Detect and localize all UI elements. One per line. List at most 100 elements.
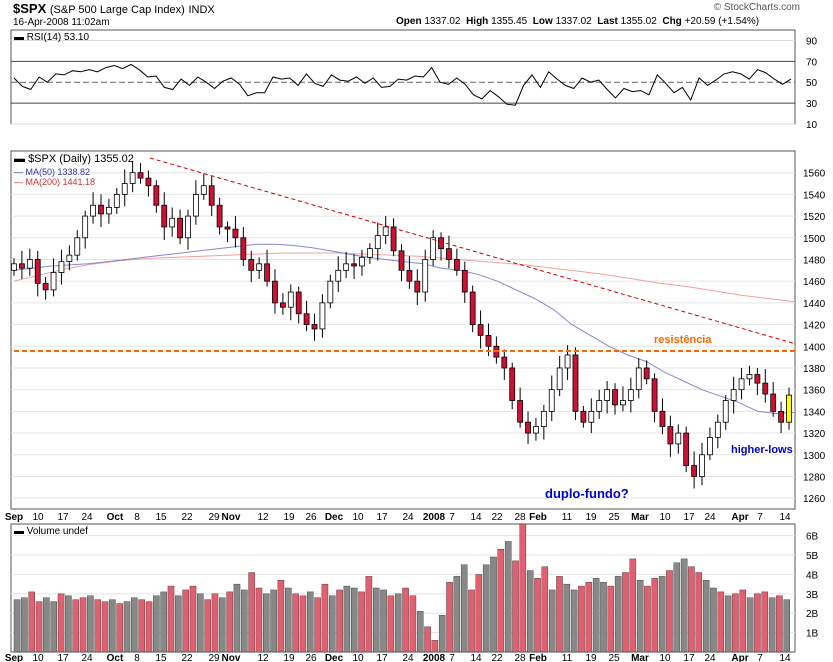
volume-bar [556, 576, 563, 653]
candle-body [707, 436, 713, 456]
x-axis-label: 19 [283, 512, 295, 523]
volume-bar [248, 572, 255, 653]
price-label-text: $SPX (Daily) 1355.02 [28, 153, 134, 165]
x-axis-label: 10 [659, 653, 671, 662]
volume-bar [299, 595, 307, 653]
rsi-tick-label: 30 [806, 99, 818, 110]
volume-bar [365, 576, 373, 653]
candle-body [446, 248, 452, 260]
volume-bar [131, 597, 138, 653]
volume-bar [116, 603, 123, 653]
candle-body [643, 367, 650, 380]
volume-bar [541, 566, 549, 653]
volume-bar [211, 593, 219, 653]
candle-body [232, 228, 239, 239]
volume-bar [336, 589, 343, 653]
volume-bar [431, 640, 439, 653]
rsi-tick-label: 70 [806, 57, 818, 68]
volume-bar [512, 560, 519, 653]
candle-body [667, 426, 674, 445]
x-axis-label: 25 [608, 653, 620, 662]
volume-bar [350, 587, 358, 653]
volume-bar [358, 591, 365, 653]
volume-bar [739, 589, 747, 653]
x-axis-label: Dec [325, 653, 344, 662]
price-tick-label: 1260 [803, 494, 826, 505]
volume-bar [35, 601, 43, 653]
volume-bar [87, 595, 94, 653]
x-axis-label: 26 [305, 512, 317, 523]
volume-bar [204, 599, 211, 653]
price-tick-label: 1400 [803, 342, 826, 353]
volume-bar [387, 595, 395, 653]
volume-bar [416, 611, 424, 653]
x-axis-label: 17 [683, 653, 695, 662]
volume-bar [57, 593, 65, 653]
candle-body [477, 324, 484, 336]
volume-bar [468, 589, 475, 653]
volume-bar [534, 578, 541, 653]
price-tick-label: 1360 [803, 386, 826, 397]
x-axis-label: 12 [257, 653, 269, 662]
rsi-tick-label: 50 [806, 78, 818, 89]
ma50-label-text: MA(50) 1338.82 [25, 167, 91, 177]
candle-body [414, 280, 421, 293]
candle-body [620, 400, 626, 406]
candle-body [153, 185, 160, 206]
candle-body [525, 421, 531, 434]
x-axis-label: 15 [155, 512, 167, 523]
higher-lows-annotation: higher-lows [731, 444, 793, 456]
x-axis-label: Mar [631, 653, 649, 662]
volume-bar [607, 585, 615, 653]
volume-bar [409, 595, 417, 653]
volume-bar [460, 564, 468, 653]
volume-bar [680, 558, 688, 653]
ma50-legend-icon: — [14, 167, 23, 177]
volume-bar [710, 587, 717, 653]
x-axis-label: Sep [5, 512, 23, 523]
x-axis-label: 15 [155, 653, 167, 662]
candle-body [635, 367, 642, 391]
candle-body [279, 302, 286, 308]
x-axis-label: 28 [514, 653, 526, 662]
volume-bar [314, 597, 321, 653]
x-axis-label: Nov [222, 512, 241, 523]
x-axis-label: Oct [107, 653, 124, 662]
volume-bar [695, 572, 703, 653]
candle-body [185, 215, 191, 239]
volume-bar [629, 558, 637, 653]
x-axis-label: 24 [704, 512, 716, 523]
volume-bar [175, 595, 182, 653]
volume-bar [21, 597, 28, 653]
exchange: INDX [188, 4, 215, 16]
x-axis-label: 25 [608, 512, 620, 523]
candle-body [161, 204, 168, 228]
candle-body [501, 356, 508, 369]
x-axis-label: 24 [81, 653, 93, 662]
x-axis-label: Apr [731, 512, 748, 523]
volume-bar [145, 601, 153, 653]
candle-body [240, 237, 247, 260]
volume-label: ▬ Volume undef [14, 526, 88, 537]
candle-body [485, 335, 492, 347]
x-axis-label: Feb [529, 512, 547, 523]
index-name: (S&P 500 Large Cap Index) [49, 4, 185, 16]
volume-bar [321, 583, 329, 653]
x-axis-label: 22 [491, 512, 503, 523]
candle-body [145, 177, 152, 187]
candle-body [604, 389, 611, 401]
candle-body [588, 410, 595, 423]
rsi-tick-label: 10 [806, 120, 818, 131]
volume-bar [519, 523, 527, 653]
candle-body [303, 313, 310, 325]
candle-body [722, 400, 729, 423]
volume-bar [636, 580, 644, 653]
x-axis-label: 19 [283, 653, 295, 662]
volume-bar [343, 585, 351, 653]
candle-body [540, 410, 547, 427]
x-axis-label: 22 [491, 653, 503, 662]
candle-body [461, 269, 468, 293]
x-axis-label: 14 [470, 512, 482, 523]
volume-bar [453, 576, 461, 653]
volume-bar [160, 591, 167, 653]
